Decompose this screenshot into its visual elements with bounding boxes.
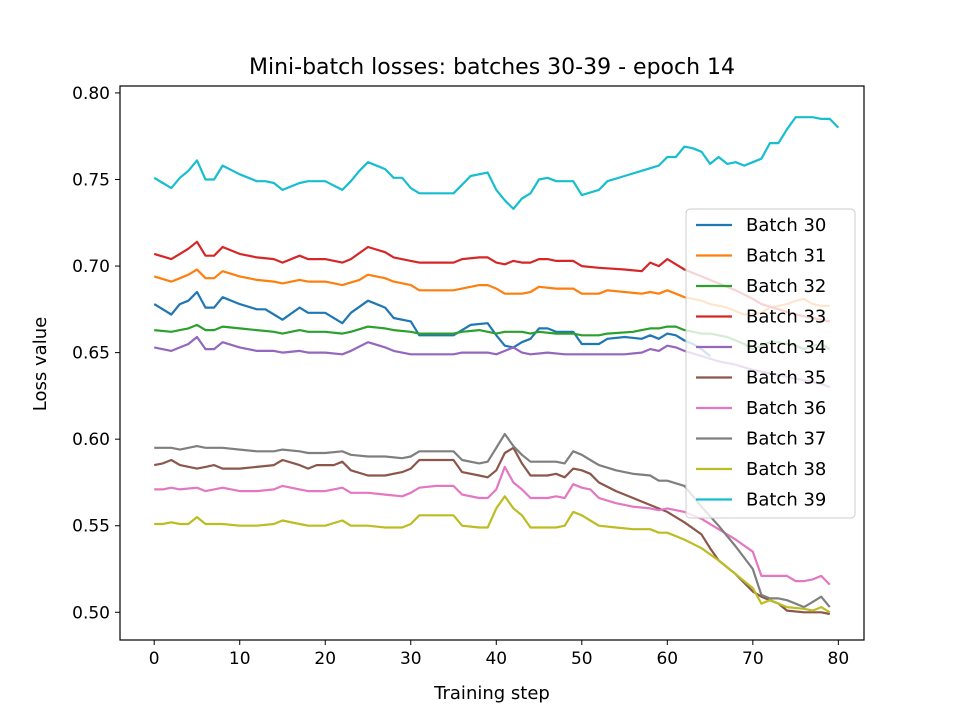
x-tick-label: 50 bbox=[571, 649, 593, 669]
series-line-batch-35 bbox=[153, 446, 831, 616]
legend-label: Batch 35 bbox=[746, 368, 826, 389]
y-tick-label: 0.75 bbox=[72, 170, 110, 190]
y-tick-label: 0.80 bbox=[72, 84, 110, 104]
x-tick-label: 80 bbox=[828, 649, 850, 669]
series-line-batch-37 bbox=[154, 432, 831, 609]
y-tick-label: 0.55 bbox=[72, 517, 110, 537]
legend-label: Batch 32 bbox=[746, 276, 826, 297]
x-axis-label: Training step bbox=[433, 683, 550, 704]
legend-label: Batch 33 bbox=[746, 307, 826, 328]
chart-title: Mini-batch losses: batches 30-39 - epoch… bbox=[249, 55, 735, 80]
y-tick-label: 0.70 bbox=[72, 257, 110, 277]
plot-frame bbox=[119, 85, 865, 641]
legend-label: Batch 37 bbox=[746, 429, 826, 450]
y-tick-label: 0.50 bbox=[72, 603, 110, 623]
series-line-batch-38 bbox=[154, 495, 831, 614]
legend-label: Batch 38 bbox=[746, 459, 826, 480]
y-tick-label: 0.65 bbox=[72, 344, 110, 364]
series-lines bbox=[153, 116, 840, 616]
x-tick-label: 60 bbox=[656, 649, 678, 669]
series-line-batch-36 bbox=[154, 465, 831, 586]
x-tick-label: 30 bbox=[400, 649, 422, 669]
legend: Batch 30 Batch 31 Batch 32 Batch 33 Batch 34… bbox=[685, 208, 856, 519]
legend-label: Batch 39 bbox=[746, 490, 826, 511]
y-axis-ticks: 0.50 0.55 0.60 0.65 0.70 0.75 0.80 bbox=[72, 84, 120, 623]
x-tick-label: 10 bbox=[229, 649, 251, 669]
y-tick-label: 0.60 bbox=[72, 430, 110, 450]
y-axis-label: Loss value bbox=[30, 317, 51, 411]
x-axis-ticks: 0 10 20 30 40 50 60 70 80 bbox=[149, 640, 849, 669]
legend-label: Batch 30 bbox=[746, 215, 826, 236]
x-tick-label: 70 bbox=[742, 649, 764, 669]
x-tick-label: 20 bbox=[314, 649, 336, 669]
legend-label: Batch 36 bbox=[746, 398, 826, 419]
legend-label: Batch 31 bbox=[746, 246, 826, 267]
x-tick-label: 40 bbox=[485, 649, 507, 669]
legend-label: Batch 34 bbox=[746, 337, 826, 358]
x-tick-label: 0 bbox=[149, 649, 160, 669]
series-line-batch-39 bbox=[153, 116, 840, 210]
